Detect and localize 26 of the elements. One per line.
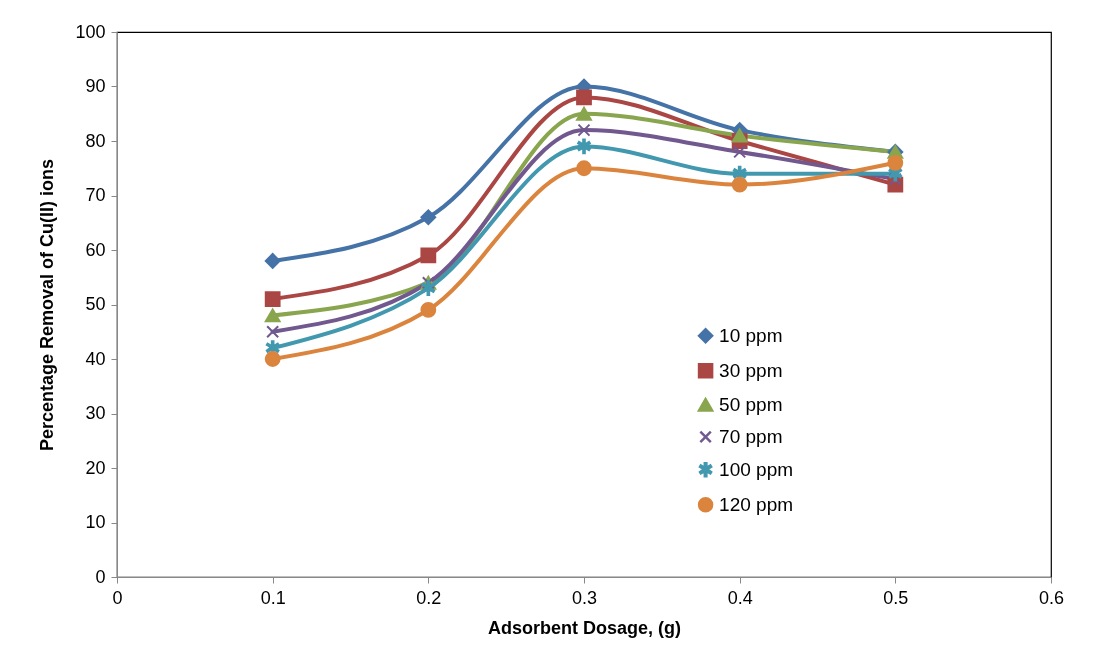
y-tick-label: 80 — [85, 130, 106, 151]
x-axis-title: Adsorbent Dosage, (g) — [487, 617, 682, 638]
y-axis-title: Percentage Removal of Cu(II) ions — [37, 158, 58, 452]
y-tick-label: 50 — [85, 294, 106, 314]
legend-label: 100 ppm — [719, 458, 794, 480]
y-tick-label: 0 — [95, 566, 106, 587]
y-tick-label: 30 — [85, 403, 106, 423]
legend-label: 120 ppm — [719, 493, 794, 515]
x-tick-label: 0.6 — [1038, 587, 1065, 608]
y-tick-label: 70 — [85, 185, 106, 205]
x-tick-label: 0 — [112, 587, 123, 608]
x-tick-label: 0.5 — [883, 587, 909, 608]
y-tick-label: 40 — [85, 348, 106, 369]
y-tick-label: 20 — [85, 457, 106, 478]
legend-label: 50 ppm — [719, 393, 783, 415]
y-tick-label: 60 — [85, 239, 106, 260]
x-tick-label: 0.1 — [260, 587, 286, 608]
x-tick-label: 0.2 — [416, 587, 442, 608]
legend-label: 10 ppm — [719, 324, 783, 346]
legend-label: 30 ppm — [719, 359, 783, 381]
x-tick-label: 0.3 — [571, 587, 598, 608]
y-tick-label: 100 — [75, 21, 106, 42]
y-tick-label: 10 — [85, 512, 106, 532]
legend-label: 70 ppm — [719, 425, 783, 447]
x-tick-label: 0.4 — [727, 587, 753, 608]
y-tick-label: 90 — [85, 76, 106, 96]
